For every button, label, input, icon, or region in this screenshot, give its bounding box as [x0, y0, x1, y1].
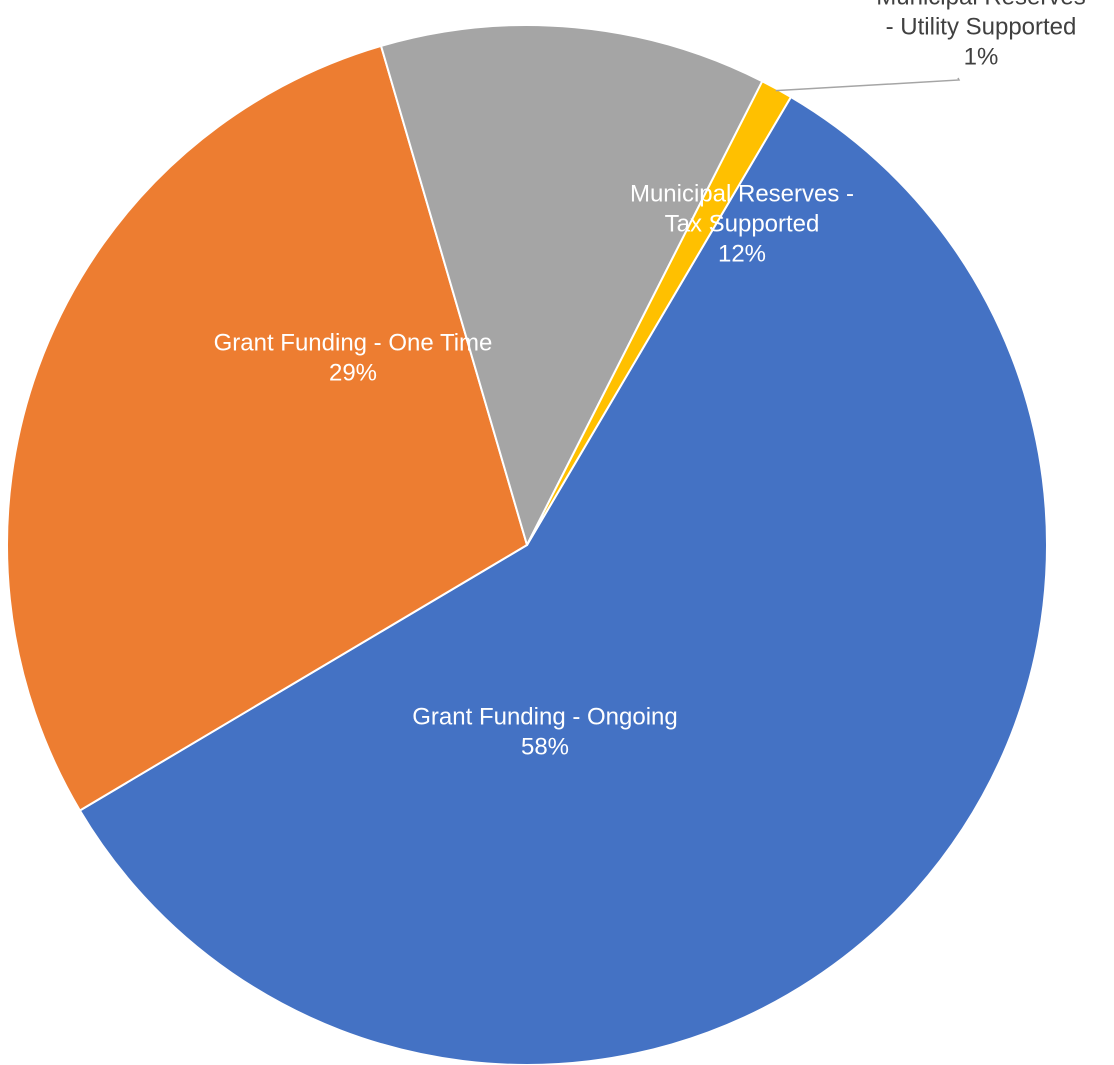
- pie-slice-grant-funding-ongoing: [78, 95, 1048, 1065]
- slice-percent: 1%: [964, 43, 999, 70]
- slice-name-line: - Utility Supported: [886, 13, 1077, 40]
- pie-slice-municipal-reserves-utility-supported: [526, 80, 792, 546]
- slice-percent: 58%: [521, 733, 569, 760]
- slice-name-line: Municipal Reserves: [876, 0, 1085, 10]
- slice-name-line: Grant Funding - One Time: [214, 329, 493, 356]
- slice-label-municipal-reserves-tax-supported: Municipal Reserves - Tax Supported 12%: [630, 180, 854, 267]
- slice-name-line: Grant Funding - Ongoing: [412, 703, 678, 730]
- pie-slice-grant-funding-one-time: [6, 44, 528, 812]
- pie-slices: [6, 24, 1048, 1065]
- slice-percent: 29%: [329, 359, 377, 386]
- slice-labels: Grant Funding - Ongoing 58%Grant Funding …: [214, 0, 1086, 760]
- slice-name-line: Municipal Reserves -: [630, 180, 854, 207]
- slice-percent: 12%: [718, 240, 766, 267]
- slice-label-municipal-reserves-utility-supported: Municipal Reserves - Utility Supported 1%: [876, 0, 1085, 70]
- slice-label-grant-funding-ongoing: Grant Funding - Ongoing 58%: [412, 703, 678, 760]
- pie-slice-municipal-reserves-tax-supported: [380, 24, 764, 546]
- slice-label-grant-funding-one-time: Grant Funding - One Time 29%: [214, 329, 493, 386]
- leader-lines: [775, 77, 961, 92]
- slice-name-line: Tax Supported: [665, 210, 820, 237]
- leader-line-municipal-reserves-utility-supported: [775, 77, 961, 92]
